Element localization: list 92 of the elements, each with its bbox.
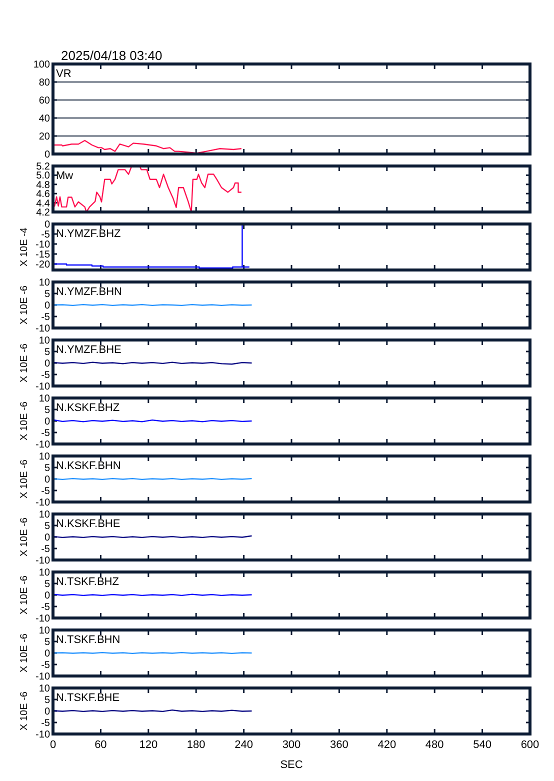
y-tick-label: 0: [44, 648, 50, 660]
y-tick-label: -15: [36, 250, 50, 260]
chart-title: Mw: [56, 170, 74, 182]
y-tick-label: -10: [36, 440, 50, 450]
y-axis-title: X 10E -6: [19, 343, 30, 382]
y-tick-label: 0: [44, 416, 50, 428]
x-axis-title: SEC: [280, 759, 303, 771]
y-axis-title: X 10E -6: [19, 459, 30, 498]
chart-title: N.KSKF.BHZ: [56, 402, 120, 414]
x-tick-label: 240: [234, 739, 253, 751]
chart-title: N.KSKF.BHE: [56, 518, 120, 530]
chart-title: N.TSKF.BHZ: [56, 576, 120, 588]
y-axis-title: X 10E -6: [19, 517, 30, 556]
y-tick-label: 10: [38, 626, 50, 636]
y-tick-label: 0: [44, 300, 50, 312]
y-tick-label: -5: [41, 486, 50, 497]
y-tick-label: 5: [44, 695, 50, 706]
line-series: [53, 140, 242, 154]
x-tick-label: 180: [186, 739, 206, 751]
y-axis-title: X 10E -6: [19, 691, 30, 730]
y-tick-label: -10: [36, 240, 50, 250]
x-tick-label: 480: [425, 739, 444, 751]
chart-title: N.YMZF.BHZ: [56, 228, 122, 240]
chart-title: N.TSKF.BHN: [56, 634, 120, 646]
y-tick-label: -5: [41, 718, 50, 729]
y-tick-label: 5: [44, 521, 50, 532]
x-tick-label: 60: [94, 739, 107, 751]
chart-title: N.YMZF.BHN: [56, 286, 122, 298]
y-tick-label: -10: [36, 614, 50, 624]
y-tick-label: 5: [44, 405, 50, 416]
y-tick-label: 5: [44, 463, 50, 474]
y-tick-label: 5.0: [36, 170, 50, 182]
y-tick-label: 0: [44, 706, 50, 718]
y-tick-label: 40: [38, 114, 50, 124]
y-tick-label: 0: [44, 474, 50, 486]
y-tick-label: 4.4: [36, 198, 50, 210]
y-axis-title: X 10E -6: [19, 633, 30, 672]
y-tick-label: -5: [41, 312, 50, 323]
y-tick-label: 10: [38, 684, 50, 694]
y-tick-label: 5: [44, 289, 50, 300]
line-series: [53, 223, 250, 269]
y-tick-label: 10: [38, 278, 50, 288]
y-tick-label: -10: [36, 730, 50, 740]
y-axis-title: X 10E -6: [19, 401, 30, 440]
y-tick-label: -5: [41, 370, 50, 381]
x-tick-label: 420: [378, 739, 396, 751]
y-tick-label: 20: [38, 132, 50, 142]
y-tick-label: 0: [44, 532, 50, 544]
y-tick-label: 10: [38, 510, 50, 520]
y-tick-label: 4.2: [36, 208, 50, 218]
y-tick-label: -10: [36, 672, 50, 682]
y-tick-label: 5: [44, 579, 50, 590]
y-tick-label: 0: [44, 590, 50, 602]
text: 2025/04/18 03:40: [61, 48, 162, 63]
chart-title: N.KSKF.BHN: [56, 460, 121, 472]
y-tick-label: 100: [33, 60, 50, 70]
y-tick-label: 5: [44, 637, 50, 648]
y-tick-label: 80: [38, 78, 50, 88]
chart-title: N.TSKF.BHE: [56, 692, 120, 704]
y-tick-label: 10: [38, 394, 50, 404]
y-tick-label: 10: [38, 336, 50, 346]
y-tick-label: -10: [36, 556, 50, 566]
y-tick-label: 10: [38, 452, 50, 462]
chart-title: N.YMZF.BHE: [56, 344, 122, 356]
y-axis-title: X 10E -6: [19, 285, 30, 324]
y-tick-label: -10: [36, 498, 50, 508]
y-tick-label: 0: [44, 150, 50, 160]
chart-title: VR: [56, 68, 72, 80]
y-tick-label: -5: [41, 428, 50, 439]
y-tick-label: -5: [41, 602, 50, 613]
y-tick-label: 5.2: [36, 162, 50, 172]
x-tick-label: 600: [520, 739, 540, 751]
y-tick-label: 0: [44, 220, 50, 230]
y-tick-label: 0: [44, 358, 50, 370]
y-tick-label: 4.6: [36, 189, 50, 200]
line-series: [53, 165, 242, 213]
y-tick-label: 60: [38, 96, 50, 106]
y-tick-label: -5: [41, 230, 50, 240]
y-axis-title: X 10E -4: [19, 227, 30, 266]
y-tick-label: 10: [38, 568, 50, 578]
y-tick-label: -5: [41, 660, 50, 671]
x-tick-label: 540: [473, 739, 492, 751]
x-tick-label: 360: [330, 739, 348, 751]
y-tick-label: -10: [36, 324, 50, 334]
x-tick-label: 300: [282, 739, 301, 751]
y-tick-label: -10: [36, 382, 50, 392]
y-tick-label: 5: [44, 347, 50, 358]
y-tick-label: -5: [41, 544, 50, 555]
y-axis-title: X 10E -6: [19, 575, 30, 614]
x-tick-label: 120: [139, 739, 158, 751]
y-tick-label: -20: [36, 260, 50, 270]
y-tick-label: 4.8: [36, 180, 50, 191]
